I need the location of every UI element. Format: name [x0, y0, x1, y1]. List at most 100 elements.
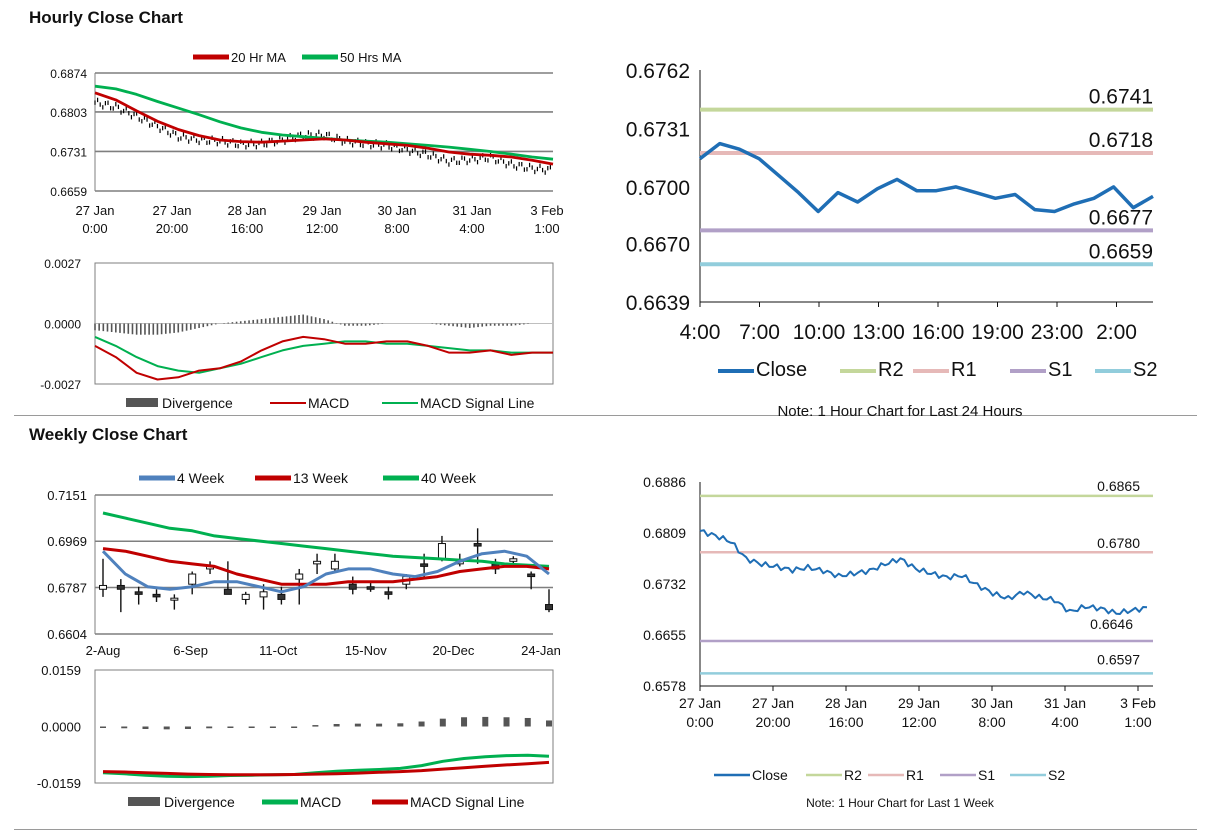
weekly-macd-legend-macd-label: MACD	[300, 794, 341, 810]
hourly-24h-legend-close-label: Close	[756, 359, 807, 381]
hourly-24h-level-label: 0.6659	[1089, 240, 1153, 263]
weekly-ma-ytick: 0.6787	[47, 580, 87, 595]
bottom-divider	[14, 829, 1197, 830]
hourly-ma-legend-50-label: 50 Hrs MA	[340, 50, 402, 65]
weekly-1w-level-label: 0.6780	[1097, 535, 1140, 551]
weekly-1w-ytick: 0.6732	[643, 576, 686, 592]
weekly-divergence-bar	[291, 726, 298, 728]
hourly-24h-xtick: 23:00	[1031, 321, 1084, 344]
weekly-divergence-bar	[524, 717, 531, 727]
weekly-1w-note: Note: 1 Hour Chart for Last 1 Week	[806, 796, 995, 810]
weekly-divergence-bar	[439, 718, 446, 727]
weekly-candle-body	[313, 560, 322, 565]
hourly-ma-xtick: 30 Jan	[377, 203, 416, 218]
weekly-candle-body	[277, 593, 286, 600]
hourly-ma-xtick: 3 Feb	[530, 203, 563, 218]
hourly-24h-ytick: 0.6731	[626, 118, 690, 141]
weekly-macd-legend-div-swatch	[128, 797, 160, 806]
hourly-ma-xtick: 0:00	[82, 221, 107, 236]
hourly-ma-ytick: 0.6659	[50, 185, 87, 199]
hourly-24h-level-label: 0.6741	[1089, 86, 1153, 109]
section-divider	[14, 415, 1197, 416]
hourly-24h-level-label: 0.6677	[1089, 206, 1153, 229]
weekly-ma-xtick: 15-Nov	[345, 643, 387, 658]
hourly-ma-xtick: 27 Jan	[152, 203, 191, 218]
hourly-ma-xtick: 16:00	[231, 221, 264, 236]
weekly-1w-ytick: 0.6655	[643, 627, 686, 643]
hourly-macd-legend-signal-label: MACD Signal Line	[420, 395, 535, 411]
hourly-24h-close-line	[698, 141, 1154, 214]
weekly-section-title: Weekly Close Chart	[29, 425, 188, 444]
weekly-divergence-bar	[248, 726, 255, 728]
weekly-13w-line	[102, 547, 550, 586]
hourly-macd-ytick: -0.0027	[40, 378, 81, 392]
weekly-1w-legend-close-label: Close	[752, 767, 788, 783]
weekly-ma-xtick: 6-Sep	[173, 643, 208, 658]
weekly-1w-level-label: 0.6646	[1090, 616, 1133, 632]
weekly-candle-body	[437, 543, 446, 560]
weekly-1w-xtick: 27 Jan	[679, 695, 721, 711]
weekly-ma-xtick: 20-Dec	[432, 643, 474, 658]
weekly-divergence-bar	[546, 720, 552, 727]
weekly-divergence-bar	[418, 721, 425, 727]
weekly-divergence-bar	[503, 717, 510, 727]
weekly-macd-legend-signal-label: MACD Signal Line	[410, 794, 525, 810]
hourly-macd-legend-macd-label: MACD	[308, 395, 349, 411]
weekly-divergence-bar	[163, 726, 170, 730]
hourly-macd-ytick: 0.0027	[44, 257, 81, 271]
weekly-divergence-bar	[269, 726, 276, 728]
hourly-ma20-line	[94, 91, 554, 166]
hourly-24h-legend-r1-label: R1	[951, 359, 977, 381]
weekly-macd-ytick: 0.0000	[41, 720, 81, 735]
weekly-1w-xtick: 27 Jan	[752, 695, 794, 711]
weekly-divergence-bar	[482, 716, 489, 727]
weekly-1w-ytick: 0.6809	[643, 525, 686, 541]
weekly-ma-ytick: 0.7151	[47, 488, 87, 503]
weekly-1w-close-line	[699, 529, 1148, 615]
weekly-candle-body	[170, 597, 179, 601]
weekly-1w-level-label: 0.6865	[1097, 478, 1140, 494]
weekly-1w-legend-s1-label: S1	[978, 767, 995, 783]
weekly-macd-legend-div-label: Divergence	[164, 794, 235, 810]
hourly-ma-ytick: 0.6731	[50, 145, 87, 159]
weekly-1w-xtick: 31 Jan	[1044, 695, 1086, 711]
weekly-candle-body	[259, 591, 268, 598]
weekly-divergence-bar	[121, 726, 128, 729]
hourly-24h-note: Note: 1 Hour Chart for Last 24 Hours	[777, 403, 1022, 420]
weekly-candle-body	[366, 586, 375, 590]
weekly-divergence-bar	[100, 726, 106, 728]
hourly-24h-ytick: 0.6670	[626, 234, 690, 257]
hourly-24h-legend-s2-label: S2	[1133, 359, 1157, 381]
weekly-4w-line	[101, 549, 550, 594]
weekly-divergence-bar	[206, 726, 213, 729]
hourly-ma-ytick: 0.6874	[50, 67, 87, 81]
hourly-ma-ytick: 0.6803	[50, 106, 87, 120]
weekly-divergence-bar	[184, 726, 191, 729]
hourly-24h-xtick: 7:00	[739, 321, 780, 344]
weekly-1w-xtick: 30 Jan	[971, 695, 1013, 711]
weekly-candle-body	[348, 583, 357, 590]
weekly-1w-ytick: 0.6578	[643, 678, 686, 694]
weekly-1w-xtick: 3 Feb	[1120, 695, 1156, 711]
weekly-ma-xtick: 24-Jan	[521, 643, 561, 658]
weekly-divergence-bar	[397, 723, 404, 727]
weekly-candle-body	[188, 573, 197, 585]
weekly-candle-body	[223, 588, 232, 595]
weekly-1w-xtick: 4:00	[1051, 714, 1078, 730]
hourly-ma-xtick: 29 Jan	[302, 203, 341, 218]
weekly-ma-xtick: 2-Aug	[86, 643, 121, 658]
weekly-macd-line	[102, 753, 550, 779]
weekly-ma-legend-40-label: 40 Week	[421, 470, 477, 486]
weekly-candle-body	[420, 563, 429, 567]
weekly-divergence-bar	[142, 726, 149, 729]
weekly-candle-body	[545, 604, 553, 611]
weekly-divergence-bar	[227, 726, 234, 728]
hourly-24h-xtick: 10:00	[793, 321, 846, 344]
weekly-divergence-bar	[354, 723, 361, 727]
weekly-candle-body	[330, 560, 339, 570]
hourly-ma-xtick: 4:00	[459, 221, 484, 236]
hourly-signal-line	[94, 335, 553, 374]
weekly-candle-body	[241, 593, 250, 600]
weekly-ma-ytick: 0.6604	[47, 627, 87, 642]
